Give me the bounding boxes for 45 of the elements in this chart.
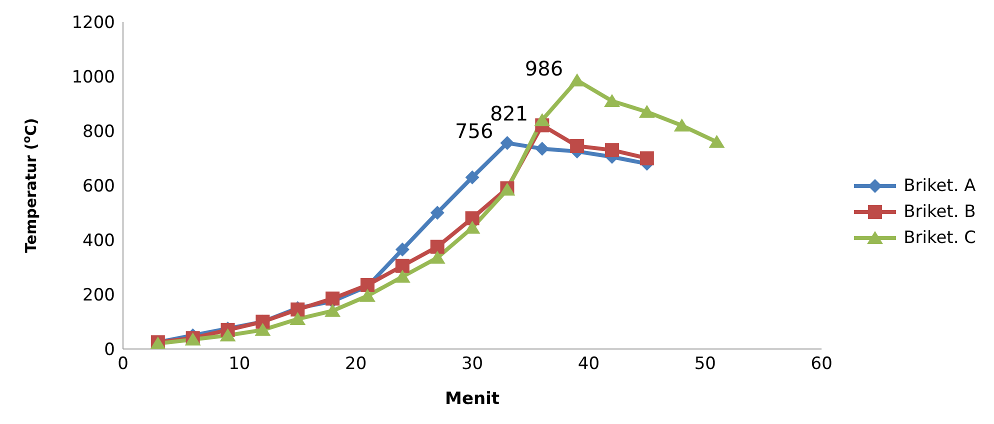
point bbox=[604, 94, 620, 108]
x-tick-label: 30 bbox=[461, 354, 484, 374]
x-tick-label: 20 bbox=[345, 354, 367, 374]
point bbox=[254, 322, 271, 336]
point bbox=[638, 104, 655, 118]
y-tick-label: 200 bbox=[82, 286, 115, 306]
point bbox=[360, 288, 376, 302]
y-tick-label: 1200 bbox=[72, 13, 115, 34]
legend-label: Briket. B bbox=[904, 202, 976, 222]
point bbox=[640, 151, 654, 166]
point bbox=[535, 142, 550, 156]
x-tick-label: 60 bbox=[810, 354, 832, 374]
point bbox=[569, 73, 586, 86]
point bbox=[220, 328, 236, 342]
point bbox=[465, 211, 480, 226]
point bbox=[534, 113, 550, 126]
point bbox=[290, 312, 306, 326]
point bbox=[394, 270, 410, 283]
point bbox=[326, 292, 340, 306]
point bbox=[570, 138, 584, 153]
x-tick-label: 50 bbox=[694, 354, 716, 374]
legend-label: Briket. C bbox=[904, 228, 976, 248]
point bbox=[324, 304, 341, 317]
legend-label: Briket. A bbox=[904, 176, 976, 196]
x-tick-label: 10 bbox=[228, 354, 250, 374]
point bbox=[708, 134, 725, 148]
point bbox=[605, 143, 620, 158]
point bbox=[464, 220, 480, 234]
y-tick-label: 800 bbox=[82, 122, 115, 142]
point bbox=[500, 136, 514, 150]
x-axis-title: Menit bbox=[445, 389, 500, 409]
point bbox=[430, 240, 444, 254]
point bbox=[395, 258, 410, 273]
y-tick-label: 400 bbox=[82, 231, 115, 252]
point bbox=[465, 170, 480, 184]
point bbox=[429, 250, 446, 264]
point bbox=[674, 118, 690, 132]
y-tick-label: 0 bbox=[104, 340, 115, 360]
x-tick-label: 0 bbox=[118, 354, 128, 374]
point bbox=[430, 206, 444, 220]
y-tick-label: 600 bbox=[82, 176, 115, 197]
y-tick-label: 1000 bbox=[72, 68, 115, 88]
annotation: 986 bbox=[524, 56, 564, 80]
x-tick-label: 40 bbox=[578, 354, 600, 374]
point bbox=[395, 242, 410, 257]
